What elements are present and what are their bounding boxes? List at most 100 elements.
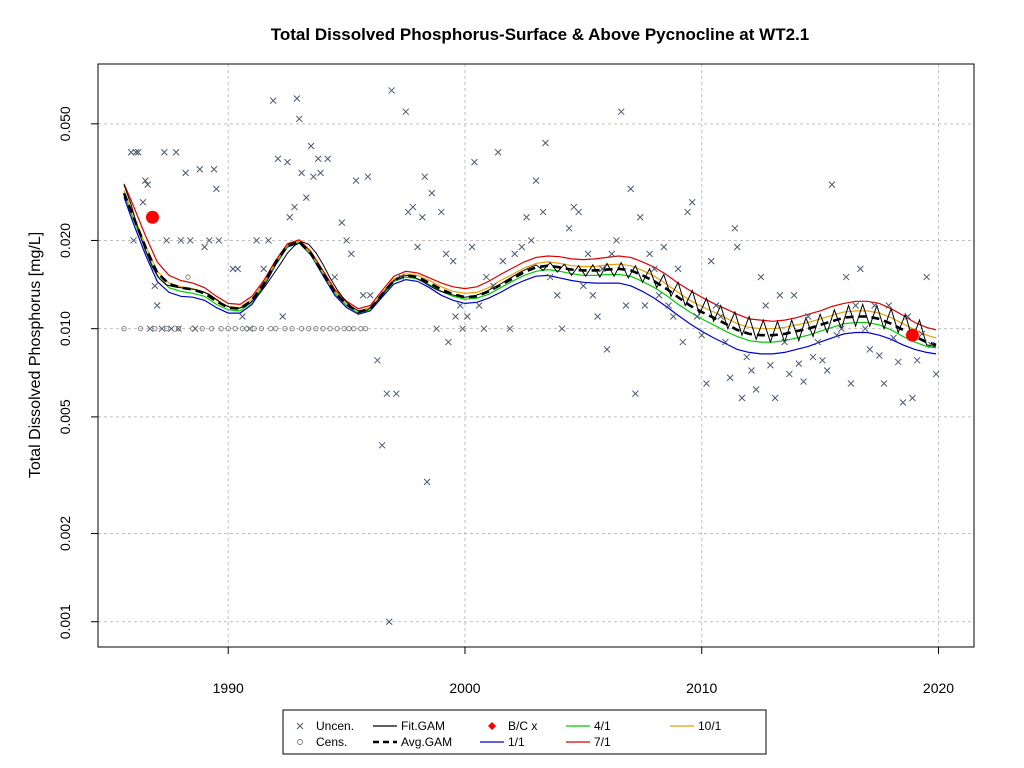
uncensored-point: [456, 302, 464, 309]
x-tick-label: 2010: [686, 680, 717, 696]
uncensored-point: [532, 177, 540, 184]
uncensored-point: [291, 203, 298, 211]
uncensored-point: [622, 302, 630, 309]
uncensored-point: [338, 219, 346, 227]
uncensored-point: [899, 399, 907, 406]
uncensored-point: [688, 198, 696, 206]
uncensored-point: [239, 313, 246, 320]
uncensored-point: [575, 208, 582, 216]
uncensored-point: [141, 177, 149, 184]
uncensored-point: [364, 173, 372, 181]
x-tick-label: 2000: [449, 680, 480, 696]
x-axis: 1990 2000 2010 2020: [213, 647, 954, 696]
censored-point: [306, 326, 312, 332]
uncensored-point: [374, 356, 381, 364]
uncensored-point: [168, 325, 175, 333]
uncensored-point: [767, 361, 774, 369]
uncensored-point: [932, 370, 940, 378]
uncensored-point: [310, 173, 317, 181]
uncensored-point: [738, 394, 746, 402]
uncensored-point: [880, 380, 888, 387]
legend-cens-label: Cens.: [316, 735, 347, 749]
uncensored-point: [153, 302, 161, 309]
censored-point: [258, 326, 265, 332]
uncensored-point: [594, 313, 601, 320]
legend-uncen-label: Uncen.: [316, 719, 354, 733]
series-line-fit-gam: [123, 184, 937, 347]
censored-point: [225, 326, 231, 332]
plot-frame: [97, 63, 975, 648]
censored-point: [208, 326, 215, 332]
uncensored-point: [293, 95, 301, 102]
uncensored-point: [331, 273, 339, 281]
uncensored-point: [757, 273, 765, 281]
uncensored-point: [423, 478, 431, 486]
uncensored-point: [402, 108, 410, 116]
uncensored-point: [641, 302, 649, 309]
legend: Uncen. Cens. Fit.GAM Avg.GAM B/C x 1/1 4/1 7/1 1…: [282, 709, 767, 755]
uncensored-point: [542, 139, 549, 147]
observation-points: [121, 87, 940, 626]
uncensored-point: [475, 302, 483, 309]
uncensored-point: [823, 367, 831, 374]
uncensored-point: [314, 155, 322, 163]
uncensored-point: [215, 237, 223, 244]
uncensored-point: [852, 302, 859, 309]
uncensored-point: [366, 291, 374, 299]
uncensored-point: [546, 273, 554, 281]
grid: [98, 64, 974, 647]
uncensored-point: [693, 313, 701, 320]
series-line-10-1: [123, 190, 937, 339]
y-tick-label: 0.010: [57, 311, 73, 346]
uncensored-point: [707, 257, 715, 265]
uncensored-point: [383, 390, 391, 398]
uncensored-point: [838, 325, 845, 333]
uncensored-point: [347, 250, 355, 258]
uncensored-point: [608, 250, 616, 258]
uncensored-point: [776, 291, 784, 299]
uncensored-point: [463, 313, 471, 320]
censored-point: [272, 326, 279, 332]
uncensored-point: [665, 302, 672, 309]
uncensored-point: [196, 165, 204, 173]
uncensored-point: [833, 331, 841, 339]
uncensored-point: [359, 291, 367, 299]
uncensored-point: [627, 185, 635, 193]
uncensored-point: [800, 378, 807, 385]
uncensored-point: [804, 313, 812, 320]
uncensored-point: [703, 380, 710, 387]
uncensored-point: [669, 313, 677, 320]
censored-point: [334, 326, 340, 332]
uncensored-point: [722, 338, 729, 346]
series-line-7-1: [123, 183, 937, 331]
uncensored-point: [698, 331, 706, 339]
uncensored-point: [748, 367, 755, 374]
uncensored-point: [617, 108, 625, 116]
uncensored-point: [890, 334, 897, 342]
uncensored-point: [762, 302, 770, 309]
uncensored-point: [518, 243, 526, 251]
uncensored-point: [636, 213, 644, 221]
uncensored-point: [909, 394, 916, 402]
uncensored-point: [205, 237, 213, 244]
y-axis-label: Total Dissolved Phosphorus [mg/L]: [27, 232, 44, 478]
censored-point: [320, 326, 326, 332]
uncensored-point: [146, 325, 154, 333]
uncensored-point: [603, 346, 611, 353]
uncensored-point: [717, 313, 725, 320]
series-layer: [122, 183, 937, 355]
uncensored-point: [175, 325, 182, 333]
censored-point: [185, 274, 191, 280]
uncensored-point: [904, 313, 912, 320]
censored-point: [121, 326, 127, 332]
censored-point: [298, 326, 305, 332]
uncensored-point: [307, 142, 315, 150]
chart-title: Total Dissolved Phosphorus-Surface & Abo…: [271, 25, 809, 44]
uncensored-point: [598, 265, 606, 273]
censored-point: [152, 326, 158, 332]
uncensored-point: [295, 115, 303, 123]
baseline-marker: [145, 210, 159, 224]
uncensored-point: [527, 237, 535, 244]
uncensored-point: [151, 282, 159, 290]
censored-point: [251, 326, 257, 332]
